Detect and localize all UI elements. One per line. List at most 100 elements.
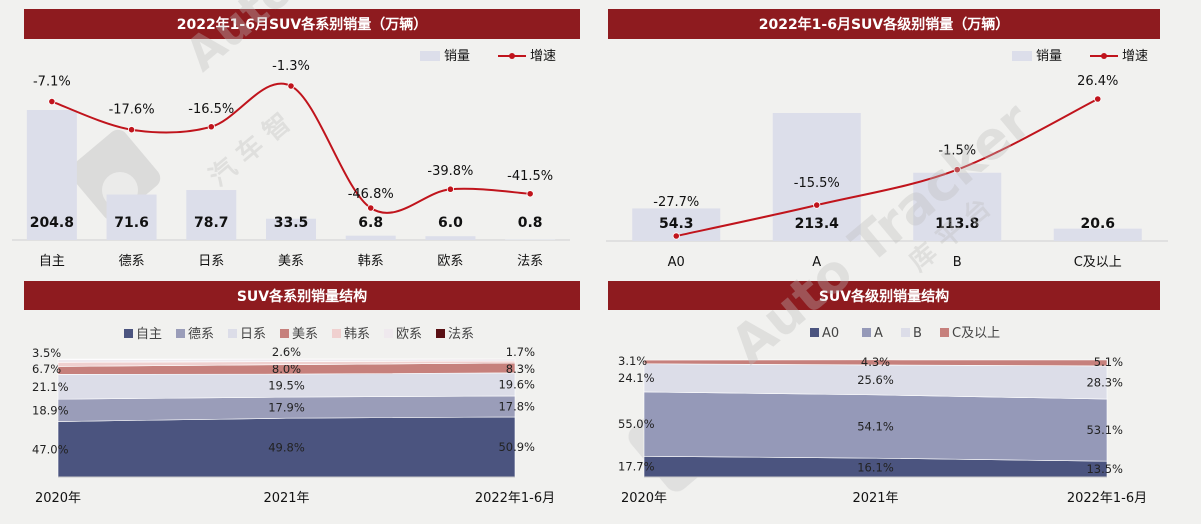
bar-label: 6.8: [358, 215, 383, 231]
chart-class-sales: 54.3 A0 213.4 A 113.8 B 20.6 C及以上 -27.7% -15.5% -1…: [606, 49, 1168, 270]
x-tick-label: 德系: [119, 254, 145, 269]
growth-label: -1.5%: [938, 144, 976, 159]
growth-point: [953, 166, 961, 174]
x-tick-label: 2020年: [621, 491, 667, 506]
bar-label: 78.7: [194, 215, 229, 231]
legend-label: C及以上: [952, 326, 1000, 341]
bar: [425, 236, 476, 240]
x-tick-label: A: [812, 255, 821, 270]
legend-swatch-韩系: [332, 329, 341, 338]
x-tick-label: 自主: [39, 254, 65, 269]
area-value-label: 6.7%: [32, 362, 61, 376]
growth-point: [287, 82, 295, 90]
bar-label: 213.4: [795, 216, 840, 232]
chart-title-series-sales: 2022年1-6月SUV各系别销量（万辆）: [176, 17, 428, 33]
legend-bar-label: 销量: [444, 49, 470, 64]
legend-bar-swatch: [420, 51, 440, 61]
area-value-label: 47.0%: [32, 442, 69, 456]
x-tick-label: 2021年: [852, 491, 898, 506]
growth-point: [526, 190, 534, 198]
bar: [505, 239, 556, 240]
chart-series-structure: 47.0% 49.8% 50.9% 18.9% 17.9% 17.8% 21.1% 19.5%…: [32, 327, 555, 506]
legend-label: A0: [822, 326, 839, 341]
legend-label: 自主: [136, 327, 162, 342]
legend-line-label: 增速: [530, 49, 556, 64]
growth-point: [813, 201, 821, 209]
area-value-label: 8.0%: [272, 362, 301, 376]
legend-label: 法系: [448, 327, 474, 342]
area-value-label: 54.1%: [857, 420, 894, 434]
area-value-label: 17.9%: [268, 401, 305, 415]
growth-label: -1.3%: [272, 59, 310, 74]
legend-label: 日系: [240, 327, 266, 342]
chart-series-sales: 204.8 自主 71.6 德系 78.7 日系 33.5 美系 6.8 韩系 6.0 欧系 0.8 法系…: [12, 49, 570, 269]
growth-label: 26.4%: [1077, 74, 1118, 89]
bar-label: 204.8: [30, 215, 74, 231]
bar: [913, 172, 1002, 241]
title-bar-class-sales: 2022年1-6月SUV各级别销量（万辆）: [608, 9, 1160, 39]
area-value-label: 50.9%: [498, 440, 535, 454]
legend-line-marker: [1101, 53, 1107, 59]
title-bar-class-structure: SUV各级别销量结构: [608, 281, 1160, 310]
area-value-label: 49.8%: [268, 441, 305, 455]
bar-label: 0.8: [518, 215, 543, 231]
area-value-label: 18.9%: [32, 403, 69, 417]
growth-point: [48, 97, 56, 106]
chart-title-series-structure: SUV各系别销量结构: [236, 288, 368, 305]
growth-label: -15.5%: [794, 176, 840, 191]
bar-label: 20.6: [1080, 216, 1115, 232]
growth-label: -17.6%: [109, 103, 155, 118]
x-tick-label: 2021年: [263, 491, 309, 506]
bar-label: 113.8: [935, 216, 979, 232]
legend-swatch-美系: [280, 329, 289, 338]
legend-swatch-日系: [228, 329, 237, 338]
growth-label: -39.8%: [427, 164, 473, 179]
bar-label: 71.6: [114, 215, 149, 231]
growth-label: -46.8%: [348, 187, 394, 202]
area-value-label: 55.0%: [618, 417, 655, 431]
chart-title-class-structure: SUV各级别销量结构: [818, 288, 950, 305]
growth-point: [446, 185, 455, 193]
area-value-label: 25.6%: [857, 373, 894, 387]
x-tick-label: 日系: [198, 254, 224, 269]
legend-label: 德系: [188, 327, 214, 342]
legend-swatch-欧系: [384, 329, 393, 338]
growth-point: [672, 232, 680, 240]
area-value-label: 2.6%: [272, 345, 301, 359]
legend-swatch-B: [901, 328, 910, 337]
area-value-label: 16.1%: [857, 461, 894, 475]
growth-point: [127, 126, 136, 134]
area-value-label: 24.1%: [618, 371, 655, 385]
area-value-label: 19.5%: [268, 379, 305, 393]
chart-class-structure: 17.7% 16.1% 13.5% 55.0% 54.1% 53.1% 24.1% 25.6%…: [618, 326, 1147, 506]
area-value-label: 17.7%: [618, 460, 655, 474]
title-bar-series-sales: 2022年1-6月SUV各系别销量（万辆）: [24, 9, 580, 39]
title-bar-series-structure: SUV各系别销量结构: [24, 281, 580, 310]
growth-label: -41.5%: [507, 169, 553, 184]
legend-bar-label: 销量: [1036, 49, 1062, 64]
area-value-label: 19.6%: [498, 377, 535, 391]
growth-label: -16.5%: [188, 102, 234, 117]
legend-label: A: [874, 326, 883, 341]
bar: [345, 235, 396, 240]
bar: [266, 218, 316, 240]
legend-label: B: [913, 326, 922, 341]
area-value-label: 1.7%: [506, 345, 535, 359]
bar: [26, 110, 77, 240]
area-value-label: 5.1%: [1094, 355, 1123, 369]
legend-swatch-自主: [124, 329, 133, 338]
legend-swatch-法系: [436, 329, 445, 338]
x-tick-label: 美系: [278, 254, 304, 269]
growth-label: -27.7%: [653, 195, 699, 210]
area-value-label: 4.3%: [861, 355, 890, 369]
legend-label: 美系: [292, 327, 318, 342]
legend-bar-swatch: [1012, 51, 1032, 61]
area-value-label: 13.5%: [1086, 462, 1123, 476]
x-tick-label: 2022年1-6月: [1067, 491, 1147, 506]
growth-point: [367, 204, 375, 212]
x-tick-label: 2022年1-6月: [475, 491, 555, 506]
bar: [186, 190, 237, 240]
x-tick-label: 法系: [517, 254, 543, 269]
x-tick-label: 2020年: [35, 491, 81, 506]
